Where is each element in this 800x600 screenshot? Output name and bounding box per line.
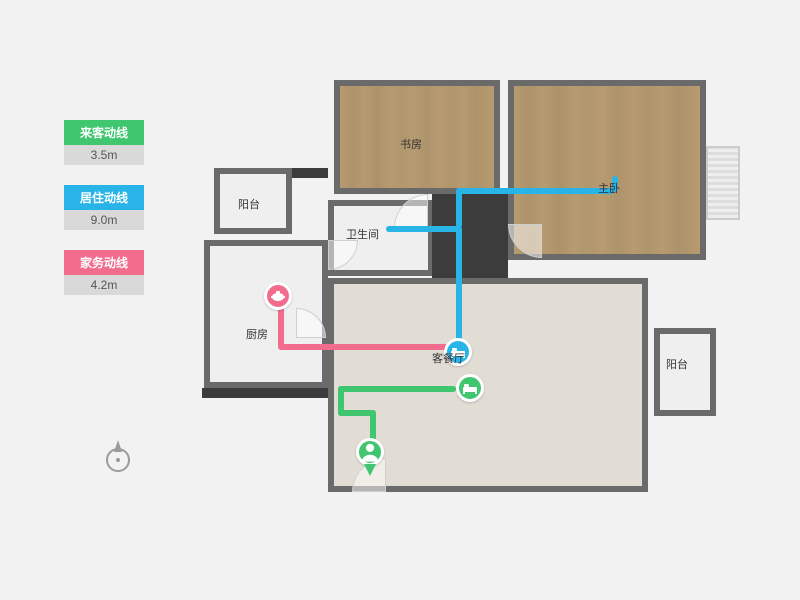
room-label-bath: 卫生间	[346, 226, 379, 242]
structural-fill	[432, 194, 508, 278]
marker-chore-icon	[264, 282, 292, 310]
room-label-balcony2: 阳台	[666, 356, 688, 372]
route-chore-segment	[278, 306, 284, 348]
route-chore-segment	[278, 344, 458, 350]
legend-label: 家务动线	[64, 250, 144, 275]
room-label-study: 书房	[400, 136, 422, 152]
route-resident-segment	[386, 226, 460, 232]
legend-item-guest: 来客动线 3.5m	[64, 120, 144, 165]
structural-fill	[202, 388, 328, 398]
route-resident-segment	[456, 188, 614, 194]
legend-label: 居住动线	[64, 185, 144, 210]
legend-value: 3.5m	[64, 145, 144, 165]
room-label-kitchen: 厨房	[246, 326, 268, 342]
room-balcony2	[654, 328, 716, 416]
legend-item-resident: 居住动线 9.0m	[64, 185, 144, 230]
legend-value: 9.0m	[64, 210, 144, 230]
floor-plan: 书房主卧阳台卫生间厨房客餐厅阳台	[200, 60, 760, 540]
room-label-balcony1: 阳台	[238, 196, 260, 212]
room-label-living: 客餐厅	[432, 350, 465, 366]
legend-label: 来客动线	[64, 120, 144, 145]
pin-guest-icon	[356, 438, 384, 476]
route-resident-segment	[456, 188, 462, 228]
route-resident-segment	[456, 226, 462, 350]
room-wardrobe	[706, 146, 740, 220]
legend-value: 4.2m	[64, 275, 144, 295]
marker-guest-icon	[456, 374, 484, 402]
legend-item-chore: 家务动线 4.2m	[64, 250, 144, 295]
structural-fill	[292, 168, 328, 178]
legend: 来客动线 3.5m 居住动线 9.0m 家务动线 4.2m	[64, 120, 144, 315]
compass-icon	[100, 438, 136, 474]
room-label-master: 主卧	[598, 180, 620, 196]
route-guest-segment	[338, 386, 456, 392]
